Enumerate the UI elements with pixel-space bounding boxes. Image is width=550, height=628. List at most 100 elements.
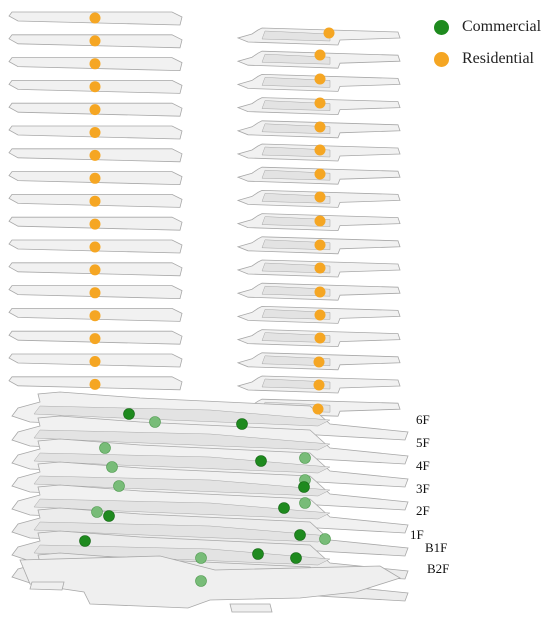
right-tower-core (261, 239, 331, 251)
floor-label-1f: 1F (410, 527, 424, 542)
right-tower-core (261, 285, 331, 297)
residential-point (314, 309, 326, 321)
right-tower-core (261, 169, 331, 181)
residential-point (314, 73, 326, 85)
residential-point (314, 97, 326, 109)
commercial-point (195, 575, 207, 587)
residential-point (314, 144, 326, 156)
right-tower-core (261, 332, 331, 343)
commercial-point (195, 552, 207, 564)
right-tower-core (261, 355, 331, 367)
floor-label-2f: 2F (416, 503, 430, 518)
commercial-point (290, 552, 302, 564)
residential-point (89, 310, 101, 322)
residential-point (89, 333, 101, 345)
podium-slab-core (33, 544, 331, 566)
residential-point (89, 81, 101, 93)
commercial-point (319, 533, 331, 545)
commercial-point (298, 481, 310, 493)
right-tower-core (261, 123, 331, 135)
commercial-point (123, 408, 135, 420)
legend-item-residential: Residential (434, 46, 541, 72)
floor-label-5f: 5F (416, 435, 430, 450)
podium-slab-core (33, 452, 331, 474)
residential-point (323, 27, 335, 39)
floor-label-6f: 6F (416, 412, 430, 427)
residential-marker-icon (434, 51, 449, 67)
commercial-points (79, 408, 331, 587)
floor-labels: 6F 5F 4F 3F 2F 1F B1F B2F (410, 412, 449, 576)
residential-point (314, 49, 326, 61)
residential-point (89, 172, 101, 184)
commercial-point (236, 418, 248, 430)
right-tower-core (261, 216, 331, 227)
residential-point (313, 356, 325, 368)
legend-label-commercial: Commercial (462, 18, 542, 35)
right-tower-core (261, 30, 331, 42)
podium-slab-core (33, 498, 331, 520)
commercial-point (299, 497, 311, 509)
residential-point (89, 35, 101, 47)
right-tower-core (261, 262, 331, 274)
residential-point (89, 12, 101, 24)
residential-point (89, 378, 101, 390)
residential-point (89, 287, 101, 299)
commercial-point (113, 480, 125, 492)
floor-label-4f: 4F (416, 458, 430, 473)
residential-point (314, 215, 326, 227)
commercial-point (79, 535, 91, 547)
commercial-point (103, 510, 115, 522)
podium-slab-core (33, 429, 331, 451)
residential-point (314, 262, 326, 274)
basement-fragment (229, 603, 273, 613)
floor-label-b1f: B1F (425, 540, 447, 555)
commercial-point (106, 461, 118, 473)
floor-label-3f: 3F (416, 481, 430, 496)
residential-point (89, 58, 101, 70)
residential-point (89, 264, 101, 276)
commercial-point (299, 452, 311, 464)
right-tower-core (261, 146, 331, 158)
residential-point (89, 195, 101, 207)
commercial-point (294, 529, 306, 541)
podium-slab-core (33, 405, 331, 427)
basement-fragment (29, 581, 65, 591)
right-tower-core (261, 193, 331, 204)
right-tower-core (261, 77, 331, 88)
residential-point (89, 356, 101, 367)
residential-point (312, 403, 324, 415)
residential-point (314, 332, 326, 344)
residential-point (313, 379, 325, 391)
residential-points (89, 12, 335, 415)
basement-slab (19, 555, 401, 609)
right-tower-core (261, 53, 331, 65)
commercial-point (252, 548, 264, 560)
residential-point (89, 104, 101, 116)
legend-label-residential: Residential (462, 50, 534, 67)
residential-point (89, 241, 101, 253)
right-tower-core (261, 378, 331, 390)
commercial-point (255, 455, 267, 467)
commercial-point (99, 442, 111, 454)
residential-point (314, 286, 326, 298)
residential-point (314, 168, 326, 180)
commercial-point (91, 506, 103, 518)
residential-point (89, 127, 101, 138)
right-tower-core (261, 100, 331, 111)
podium-slabs (11, 391, 409, 613)
commercial-point (278, 502, 290, 514)
legend: Commercial Residential (434, 14, 541, 78)
residential-point (314, 239, 326, 251)
residential-point (314, 191, 326, 203)
right-tower-core (261, 309, 331, 320)
commercial-point (149, 416, 161, 428)
floor-label-b2f: B2F (427, 561, 449, 576)
residential-point (89, 149, 101, 161)
residential-point (314, 121, 326, 133)
commercial-marker-icon (434, 19, 449, 35)
podium-slab-core (33, 475, 331, 497)
podium-slab-core (33, 521, 331, 543)
residential-point (89, 218, 101, 230)
legend-item-commercial: Commercial (434, 14, 541, 40)
